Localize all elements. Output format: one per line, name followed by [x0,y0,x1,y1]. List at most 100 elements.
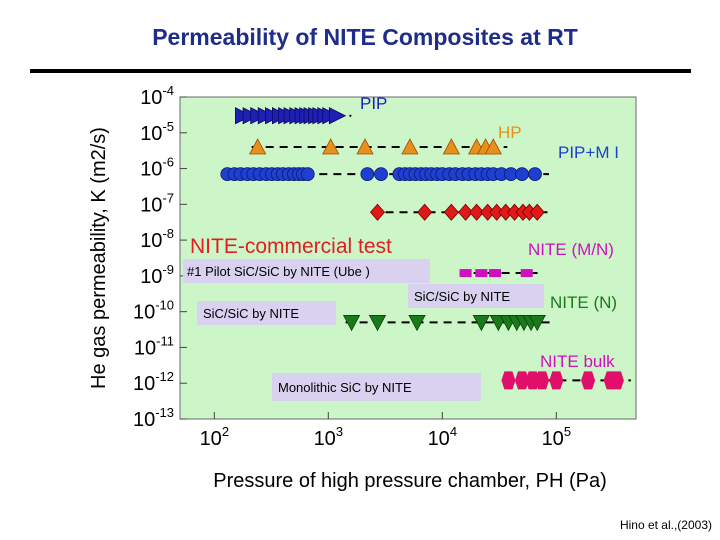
data-point-nite-n [528,315,546,332]
y-tick-base: 10 [133,409,155,431]
y-tick-base: 10 [140,266,162,288]
label-nite-mn: NITE (M/N) [528,240,614,259]
y-tick-base: 10 [134,337,156,359]
y-tick-base: 10 [140,194,162,216]
data-point-nite-n [342,315,361,332]
x-tick-label: 103 [314,424,343,450]
x-tick-exponent: 5 [564,424,571,439]
label-nite-n: NITE (N) [550,293,617,312]
data-point-nite-bulk [501,371,516,390]
y-tick-base: 10 [140,230,162,252]
data-point-nite-n [368,315,387,332]
data-point-nite-mn [469,203,485,221]
y-tick-exponent: -6 [162,155,174,170]
y-tick-label: 10-6 [140,155,174,181]
y-tick-label: 10-10 [133,298,174,324]
y-tick-label: 10-5 [140,119,174,145]
y-tick-label: 10-13 [133,405,174,431]
y-tick-exponent: -7 [162,190,174,205]
label-pip: PIP [360,94,387,113]
data-point-hp [484,138,502,155]
annotation-box-monolithic [272,373,481,401]
x-axis-label: Pressure of high pressure chamber, PH (P… [213,470,607,492]
y-axis-label: He gas permeability, K (m2/s) [88,127,110,389]
data-point-hp [248,138,267,155]
annotation-sicsic-left: SiC/SiC by NITE [203,306,299,321]
data-point-pip-mi [374,167,388,181]
y-tick-exponent: -4 [162,83,174,98]
y-tick-label: 10-4 [140,83,174,109]
label-nite-bulk: NITE bulk [540,352,615,371]
data-point-nite-bulk [581,371,596,390]
y-tick-label: 10-12 [133,369,174,395]
label-hp: HP [498,123,522,142]
series-hp [248,138,508,155]
data-point-nite-commercial [459,269,472,278]
annotation-box-sicsic-right [408,284,544,308]
x-tick-label: 104 [428,424,457,450]
data-point-nite-mn [529,203,545,221]
x-tick-exponent: 2 [222,424,229,439]
y-tick-label: 10-7 [140,190,174,216]
data-point-nite-bulk [515,371,529,390]
data-point-nite-commercial [489,269,502,278]
y-tick-exponent: -13 [155,405,174,420]
y-tick-exponent: -10 [155,298,174,313]
data-point-nite-mn [417,203,433,221]
y-tick-exponent: -5 [162,119,174,134]
data-point-pip-mi [515,167,529,181]
data-point-hp [322,138,340,155]
data-point-nite-n [408,315,426,332]
x-tick-exponent: 4 [450,424,457,439]
x-tick-base: 10 [200,428,222,450]
x-tick-base: 10 [314,428,336,450]
y-tick-base: 10 [133,302,155,324]
data-point-nite-bulk [609,371,624,390]
data-point-pip-mi [300,167,315,181]
x-tick-label: 105 [542,424,571,450]
y-tick-base: 10 [140,159,162,181]
data-point-hp [442,138,461,155]
slide-title: Permeability of NITE Composites at RT [152,24,578,50]
series-nite-commercial [459,269,541,278]
data-point-nite-mn [369,203,386,221]
data-point-nite-commercial [520,269,533,278]
y-tick-base: 10 [140,87,162,109]
x-tick-base: 10 [542,428,564,450]
annotation-pilot: #1 Pilot SiC/SiC by NITE (Ube ) [187,264,370,279]
series-pip-m-i [220,167,549,181]
data-point-nite-mn [443,203,459,221]
series-nite-m-n- [369,203,552,221]
x-tick-base: 10 [428,428,450,450]
label-nite-commercial: NITE-commercial test [190,235,392,258]
data-point-hp [401,138,419,155]
y-tick-base: 10 [133,373,155,395]
y-tick-exponent: -9 [162,262,174,277]
data-point-nite-bulk [525,371,540,390]
annotation-box-sicsic-left [197,301,336,325]
x-tick-label: 102 [200,424,229,450]
data-point-nite-bulk [549,371,564,390]
citation: Hino et al.,(2003) [619,518,712,532]
y-tick-label: 10-9 [140,262,174,288]
annotation-sicsic-right: SiC/SiC by NITE [414,289,510,304]
label-pip-mi: PIP+M I [558,143,619,162]
y-tick-exponent: -12 [155,369,174,384]
data-point-nite-bulk [535,371,550,390]
data-point-pip [328,107,347,125]
series-nite-bulk [501,371,631,390]
y-tick-label: 10-8 [140,226,174,252]
data-point-nite-n [472,315,491,332]
annotation-box-pilot [183,259,430,283]
title-divider [30,69,691,73]
annotation-monolithic: Monolithic SiC by NITE [278,380,412,395]
series-pip [235,107,352,125]
y-tick-base: 10 [140,123,162,145]
data-point-nite-mn [458,203,474,221]
y-tick-exponent: -8 [162,226,174,241]
series-nite-n- [342,315,552,332]
data-point-pip-mi [528,167,542,181]
data-point-nite-commercial [475,269,488,278]
y-tick-exponent: -11 [156,333,174,348]
